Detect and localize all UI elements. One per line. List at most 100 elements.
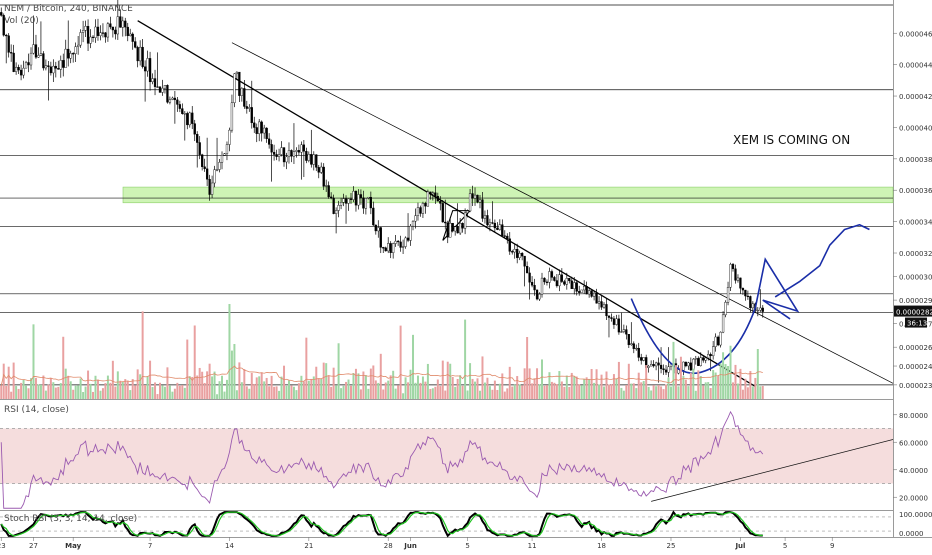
volume-bar	[558, 371, 561, 399]
price-candle	[330, 196, 333, 199]
price-candle	[230, 102, 234, 131]
volume-bar	[350, 385, 352, 399]
time-tick-label: 18	[597, 542, 606, 550]
volume-bar	[672, 341, 675, 399]
price-candle	[354, 190, 358, 206]
price-candle	[590, 290, 593, 297]
volume-bar	[141, 311, 144, 399]
price-candle	[297, 150, 301, 153]
volume-bar	[585, 377, 588, 399]
volume-bar	[570, 372, 573, 399]
price-candle	[409, 225, 412, 241]
price-candle	[364, 198, 368, 209]
price-tick-label: 0.00003200	[899, 250, 932, 258]
price-candle	[704, 357, 707, 361]
volume-bar	[151, 387, 154, 399]
price-candle	[339, 202, 343, 206]
price-tick-label: 0.00004200	[899, 93, 932, 101]
volume-bar	[640, 382, 643, 399]
descending-channel-upper	[231, 42, 894, 384]
price-candle	[12, 52, 15, 72]
volume-bar	[409, 369, 412, 399]
price-candle	[684, 361, 688, 367]
volume-bar	[434, 386, 437, 399]
price-candle	[79, 32, 82, 46]
price-candle	[275, 154, 278, 157]
support-zone	[122, 186, 894, 204]
volume-bar	[379, 353, 382, 399]
price-candle	[716, 336, 720, 346]
volume-bar	[22, 379, 25, 399]
volume-bar	[506, 388, 509, 399]
price-candle	[198, 142, 201, 155]
volume-bar	[275, 386, 278, 399]
price-candle	[394, 240, 397, 244]
price-candle	[424, 203, 427, 207]
price-candle	[741, 288, 745, 291]
price-candle	[99, 32, 102, 36]
price-candle	[620, 331, 623, 333]
volume-bar	[92, 391, 95, 399]
volume-bar	[548, 372, 551, 399]
price-candle	[104, 32, 107, 38]
volume-bar	[347, 379, 350, 399]
rsi-line	[0, 410, 764, 509]
price-candle	[5, 34, 8, 37]
volume-bar	[518, 384, 521, 399]
price-candle	[610, 317, 613, 319]
volume-bar	[208, 363, 211, 399]
price-candle	[749, 296, 752, 309]
price-candle	[337, 205, 340, 211]
time-tick-label: 23	[0, 542, 6, 550]
price-candle	[540, 277, 544, 295]
volume-bar	[568, 387, 571, 399]
price-candle	[173, 97, 177, 101]
price-candle	[287, 150, 291, 158]
price-candle	[285, 156, 288, 163]
price-candle	[369, 196, 372, 209]
price-candle	[148, 58, 152, 83]
volume-bar	[469, 363, 472, 399]
volume-bar	[238, 362, 241, 399]
volume-bar	[307, 380, 310, 399]
volume-bar	[322, 362, 325, 399]
volume-bar	[54, 387, 57, 399]
volume-bar	[563, 386, 566, 399]
volume-bar	[183, 387, 186, 399]
price-candle	[468, 193, 472, 212]
price-candle	[181, 108, 184, 114]
volume-bar	[426, 363, 429, 399]
price-candle	[109, 23, 112, 28]
volume-bar	[756, 349, 759, 399]
volume-bar	[359, 389, 362, 399]
price-candle	[525, 266, 529, 274]
volume-bar	[67, 375, 70, 399]
volume-ma-line	[0, 365, 763, 386]
volume-bar	[478, 390, 481, 399]
price-candle	[570, 280, 573, 290]
volume-bar	[235, 390, 238, 399]
price-candle	[516, 249, 519, 258]
price-candle	[689, 362, 692, 371]
price-candle	[334, 210, 338, 214]
volume-bar	[221, 375, 224, 399]
price-candle	[315, 154, 318, 168]
volume-bar	[186, 339, 189, 399]
price-candle	[76, 44, 80, 47]
volume-bar	[216, 394, 219, 399]
price-candle	[208, 179, 211, 195]
price-candle	[478, 199, 482, 203]
volume-bar	[615, 378, 618, 399]
price-candle	[121, 20, 124, 28]
volume-bar	[449, 363, 452, 399]
price-candle	[24, 62, 28, 69]
volume-bar	[206, 371, 209, 399]
volume-bar	[268, 386, 271, 399]
volume-bar	[211, 376, 214, 399]
time-tick-label: Jul	[734, 542, 745, 550]
volume-bar	[5, 386, 8, 399]
volume-bar	[526, 337, 529, 399]
volume-bar	[392, 370, 395, 399]
time-tick-label: Jun	[403, 542, 417, 550]
